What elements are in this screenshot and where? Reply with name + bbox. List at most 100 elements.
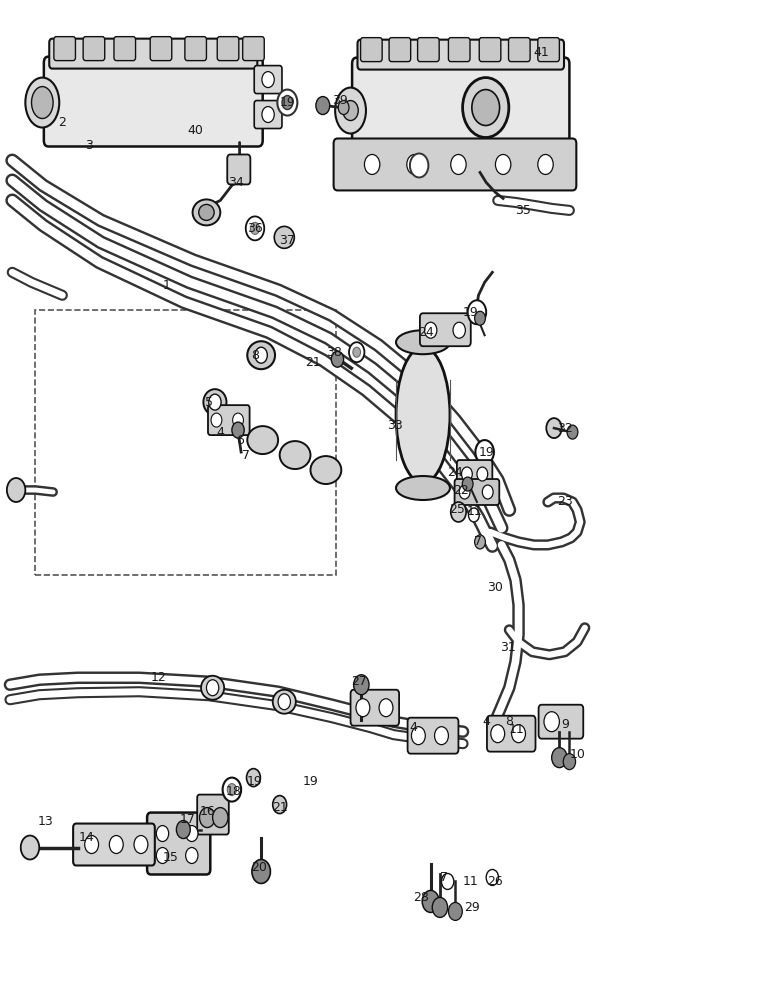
FancyBboxPatch shape: [185, 37, 206, 61]
Circle shape: [157, 848, 169, 863]
FancyBboxPatch shape: [54, 37, 76, 61]
Text: 11: 11: [467, 505, 482, 518]
Text: 24: 24: [448, 466, 463, 479]
Circle shape: [110, 836, 124, 854]
Text: 38: 38: [326, 346, 341, 359]
Circle shape: [468, 300, 486, 324]
Circle shape: [252, 860, 270, 883]
Ellipse shape: [201, 676, 224, 700]
Circle shape: [246, 769, 260, 787]
Circle shape: [475, 535, 486, 549]
Circle shape: [432, 897, 448, 917]
Text: 31: 31: [500, 641, 516, 654]
Text: 19: 19: [247, 775, 263, 788]
Text: 20: 20: [251, 861, 267, 874]
Circle shape: [232, 422, 244, 438]
Text: 26: 26: [488, 875, 503, 888]
Text: 4: 4: [216, 426, 224, 439]
Text: 33: 33: [388, 419, 403, 432]
FancyBboxPatch shape: [44, 57, 262, 146]
Text: 16: 16: [199, 805, 215, 818]
Circle shape: [262, 72, 274, 88]
Ellipse shape: [247, 426, 278, 454]
Circle shape: [356, 699, 370, 717]
Ellipse shape: [274, 226, 294, 248]
Circle shape: [316, 97, 330, 115]
FancyBboxPatch shape: [357, 40, 564, 70]
FancyBboxPatch shape: [147, 813, 210, 874]
Circle shape: [538, 154, 554, 174]
FancyBboxPatch shape: [151, 37, 172, 61]
Text: 34: 34: [228, 176, 244, 189]
Circle shape: [134, 836, 148, 854]
Text: 15: 15: [162, 851, 178, 864]
Circle shape: [157, 826, 169, 842]
Text: 11: 11: [463, 875, 479, 888]
Text: 19: 19: [303, 775, 318, 788]
Circle shape: [411, 727, 425, 745]
Circle shape: [282, 96, 293, 110]
Circle shape: [544, 712, 560, 732]
Text: 28: 28: [413, 891, 428, 904]
Text: 9: 9: [560, 718, 569, 731]
Circle shape: [477, 467, 488, 481]
Circle shape: [354, 675, 369, 695]
Text: 7: 7: [475, 535, 482, 548]
Circle shape: [475, 311, 486, 325]
Circle shape: [262, 107, 274, 123]
Text: 30: 30: [487, 581, 503, 594]
Text: 40: 40: [187, 124, 203, 137]
Text: 21: 21: [305, 356, 320, 369]
Text: 11: 11: [509, 723, 525, 736]
Circle shape: [208, 394, 221, 410]
Circle shape: [482, 485, 493, 499]
FancyBboxPatch shape: [455, 479, 499, 505]
FancyBboxPatch shape: [334, 139, 577, 190]
Circle shape: [435, 727, 449, 745]
Circle shape: [232, 413, 243, 427]
Circle shape: [227, 784, 236, 796]
Ellipse shape: [310, 456, 341, 484]
Text: 3: 3: [86, 139, 93, 152]
FancyBboxPatch shape: [538, 38, 560, 62]
Circle shape: [451, 154, 466, 174]
Bar: [36, 310, 336, 575]
Circle shape: [451, 502, 466, 522]
Circle shape: [7, 478, 25, 502]
Text: 17: 17: [179, 813, 195, 826]
Text: 23: 23: [557, 495, 573, 508]
Text: 29: 29: [465, 901, 480, 914]
Circle shape: [496, 154, 511, 174]
FancyBboxPatch shape: [49, 39, 257, 69]
Circle shape: [364, 154, 380, 174]
FancyBboxPatch shape: [509, 38, 530, 62]
Circle shape: [185, 826, 198, 842]
Text: 19: 19: [463, 306, 479, 319]
FancyBboxPatch shape: [457, 460, 493, 488]
FancyBboxPatch shape: [350, 690, 399, 726]
Circle shape: [512, 725, 526, 743]
Circle shape: [407, 154, 422, 174]
Text: 7: 7: [440, 871, 448, 884]
Circle shape: [21, 836, 39, 859]
Ellipse shape: [199, 808, 215, 828]
Text: 6: 6: [235, 434, 243, 447]
FancyBboxPatch shape: [408, 718, 459, 754]
Circle shape: [85, 836, 99, 854]
Circle shape: [564, 754, 576, 770]
Circle shape: [245, 216, 264, 240]
Text: 19: 19: [279, 96, 295, 109]
Circle shape: [222, 778, 241, 802]
FancyBboxPatch shape: [539, 705, 584, 739]
Text: 12: 12: [151, 671, 167, 684]
Circle shape: [353, 347, 361, 357]
Circle shape: [379, 699, 393, 717]
Circle shape: [486, 869, 499, 885]
Circle shape: [273, 796, 286, 814]
Ellipse shape: [396, 476, 450, 500]
Text: 25: 25: [449, 503, 465, 516]
Circle shape: [462, 467, 472, 481]
Text: 1: 1: [162, 279, 171, 292]
FancyBboxPatch shape: [254, 66, 282, 94]
Circle shape: [442, 873, 454, 889]
